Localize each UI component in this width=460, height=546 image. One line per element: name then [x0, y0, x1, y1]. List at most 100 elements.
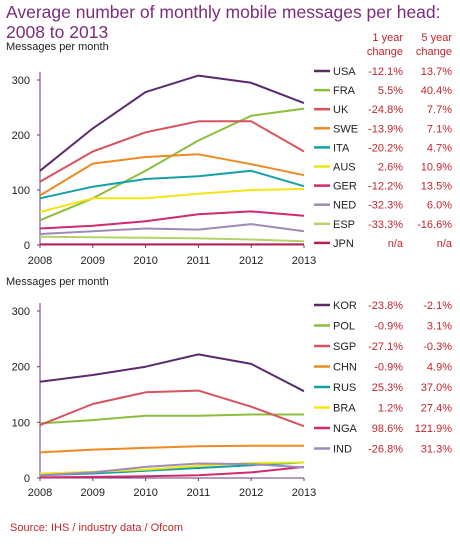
- legend-5yr-change-kor: -2.1%: [423, 300, 452, 312]
- series-line-pol: [39, 413, 304, 425]
- series-line-ger: [39, 210, 305, 230]
- top-x-tick-label: 2012: [239, 255, 263, 267]
- legend-1yr-change-ita: -20.2%: [368, 142, 403, 154]
- legend-1yr-change-pol: -0.9%: [374, 321, 403, 333]
- chart-title-line-1: Average number of monthly mobile message…: [6, 2, 441, 22]
- top-x-tick-label: 2009: [81, 255, 105, 267]
- legend-label-ned: NED: [333, 200, 356, 212]
- legend-5yr-change-ned: 6.0%: [427, 200, 452, 212]
- bottom-x-tick-label: 2009: [81, 487, 105, 499]
- top-y-tick-label: 200: [12, 130, 30, 142]
- legend-1yr-change-ind: -26.8%: [368, 444, 403, 456]
- top-x-tick-label: 2008: [28, 255, 52, 267]
- legend-1yr-change-swe: -13.9%: [368, 123, 403, 135]
- legend-5yr-change-chn: 4.9%: [427, 362, 452, 374]
- bottom-x-tick-label: 2010: [133, 487, 157, 499]
- legend-1yr-change-sgp: -27.1%: [368, 341, 403, 353]
- top-x-tick-label: 2013: [292, 255, 316, 267]
- legend-1yr-change-esp: -33.3%: [368, 219, 403, 231]
- source-note: Source: IHS / industry data / Ofcom: [10, 522, 184, 534]
- legend-5yr-change-uk: 7.7%: [427, 104, 452, 116]
- bottom-y-tick-label: 200: [12, 362, 30, 374]
- chart-title: Average number of monthly mobile message…: [6, 2, 456, 42]
- legend-5yr-change-fra: 40.4%: [421, 85, 452, 97]
- legend-label-ind: IND: [333, 444, 352, 456]
- series-line-sgp: [39, 389, 305, 428]
- legend-label-swe: SWE: [333, 123, 358, 135]
- legend-label-bra: BRA: [333, 403, 356, 415]
- legend-label-aus: AUS: [333, 162, 356, 174]
- series-line-fra: [39, 107, 305, 222]
- legend-label-kor: KOR: [333, 300, 357, 312]
- legend-label-ita: ITA: [333, 142, 350, 154]
- legend-5yr-change-nga: 121.9%: [415, 423, 453, 435]
- legend-label-usa: USA: [333, 66, 356, 78]
- series-line-swe: [39, 153, 305, 197]
- bottom-x-tick-label: 2013: [292, 487, 316, 499]
- legend-1yr-change-kor: -23.8%: [368, 300, 403, 312]
- legend-1yr-change-jpn: n/a: [388, 238, 404, 250]
- legend-1yr-change-uk: -24.8%: [368, 104, 403, 116]
- legend-1yr-change-chn: -0.9%: [374, 362, 403, 374]
- bottom-y-tick-label: 0: [24, 473, 30, 485]
- legend-label-ger: GER: [333, 181, 357, 193]
- legend-label-chn: CHN: [333, 362, 357, 374]
- legend-5yr-change-ind: 31.3%: [421, 444, 452, 456]
- bottom-y-tick-label: 300: [12, 306, 30, 318]
- legend-5yr-change-sgp: -0.3%: [423, 341, 452, 353]
- bottom-chart-y-axis-label: Messages per month: [6, 276, 109, 288]
- legend-label-esp: ESP: [333, 219, 355, 231]
- series-line-ita: [39, 169, 305, 200]
- legend-1yr-change-nga: 98.6%: [372, 423, 403, 435]
- legend-5yr-change-aus: 10.9%: [421, 162, 452, 174]
- series-line-uk: [39, 120, 305, 183]
- series-line-chn: [39, 444, 304, 454]
- top-y-tick-label: 0: [24, 240, 30, 252]
- legend-5yr-change-jpn: n/a: [437, 238, 453, 250]
- legend-5yr-change-esp: -16.6%: [417, 219, 452, 231]
- legend-1yr-change-bra: 1.2%: [378, 403, 403, 415]
- legend-1yr-change-aus: 2.6%: [378, 162, 403, 174]
- legend-5yr-change-ger: 13.5%: [421, 181, 452, 193]
- legend-5yr-change-pol: 3.1%: [427, 321, 452, 333]
- series-line-usa: [39, 74, 305, 172]
- series-line-ned: [39, 223, 305, 235]
- legend-label-rus: RUS: [333, 382, 356, 394]
- top-y-tick-label: 300: [12, 75, 30, 87]
- legend-label-fra: FRA: [333, 85, 356, 97]
- legend-label-sgp: SGP: [333, 341, 356, 353]
- legend-label-nga: NGA: [333, 423, 358, 435]
- legend-1yr-change-usa: -12.1%: [368, 66, 403, 78]
- bottom-x-tick-label: 2008: [28, 487, 52, 499]
- bottom-x-tick-label: 2012: [239, 487, 263, 499]
- legend-label-jpn: JPN: [333, 238, 354, 250]
- series-line-aus: [39, 187, 305, 213]
- series-line-ind: [39, 462, 305, 477]
- series-line-esp: [39, 235, 305, 243]
- legend-5yr-change-bra: 27.4%: [421, 403, 452, 415]
- legend-5yr-change-ita: 4.7%: [427, 142, 452, 154]
- legend-header-1yr-line-1: 1 year: [372, 32, 403, 44]
- legend-header-1yr-line-2: change: [367, 46, 403, 58]
- bottom-x-tick-label: 2011: [187, 487, 211, 499]
- legend-5yr-change-usa: 13.7%: [421, 66, 452, 78]
- legend-1yr-change-ger: -12.2%: [368, 181, 403, 193]
- series-line-kor: [39, 353, 305, 393]
- legend-5yr-change-rus: 37.0%: [421, 382, 452, 394]
- bottom-y-tick-label: 100: [12, 417, 30, 429]
- legend-1yr-change-fra: 5.5%: [378, 85, 403, 97]
- legend-label-pol: POL: [333, 321, 355, 333]
- legend-1yr-change-ned: -32.3%: [368, 200, 403, 212]
- legend-1yr-change-rus: 25.3%: [372, 382, 403, 394]
- legend-label-uk: UK: [333, 104, 349, 116]
- top-x-tick-label: 2011: [187, 255, 211, 267]
- legend-header-5yr-line-1: 5 year: [421, 32, 452, 44]
- top-y-tick-label: 100: [12, 185, 30, 197]
- chart-title-line-2: 2008 to 2013: [6, 22, 109, 42]
- legend-header-5yr-line-2: change: [416, 46, 452, 58]
- series-line-nga: [39, 465, 305, 479]
- legend-5yr-change-swe: 7.1%: [427, 123, 452, 135]
- top-chart-y-axis-label: Messages per month: [6, 41, 109, 53]
- top-x-tick-label: 2010: [133, 255, 157, 267]
